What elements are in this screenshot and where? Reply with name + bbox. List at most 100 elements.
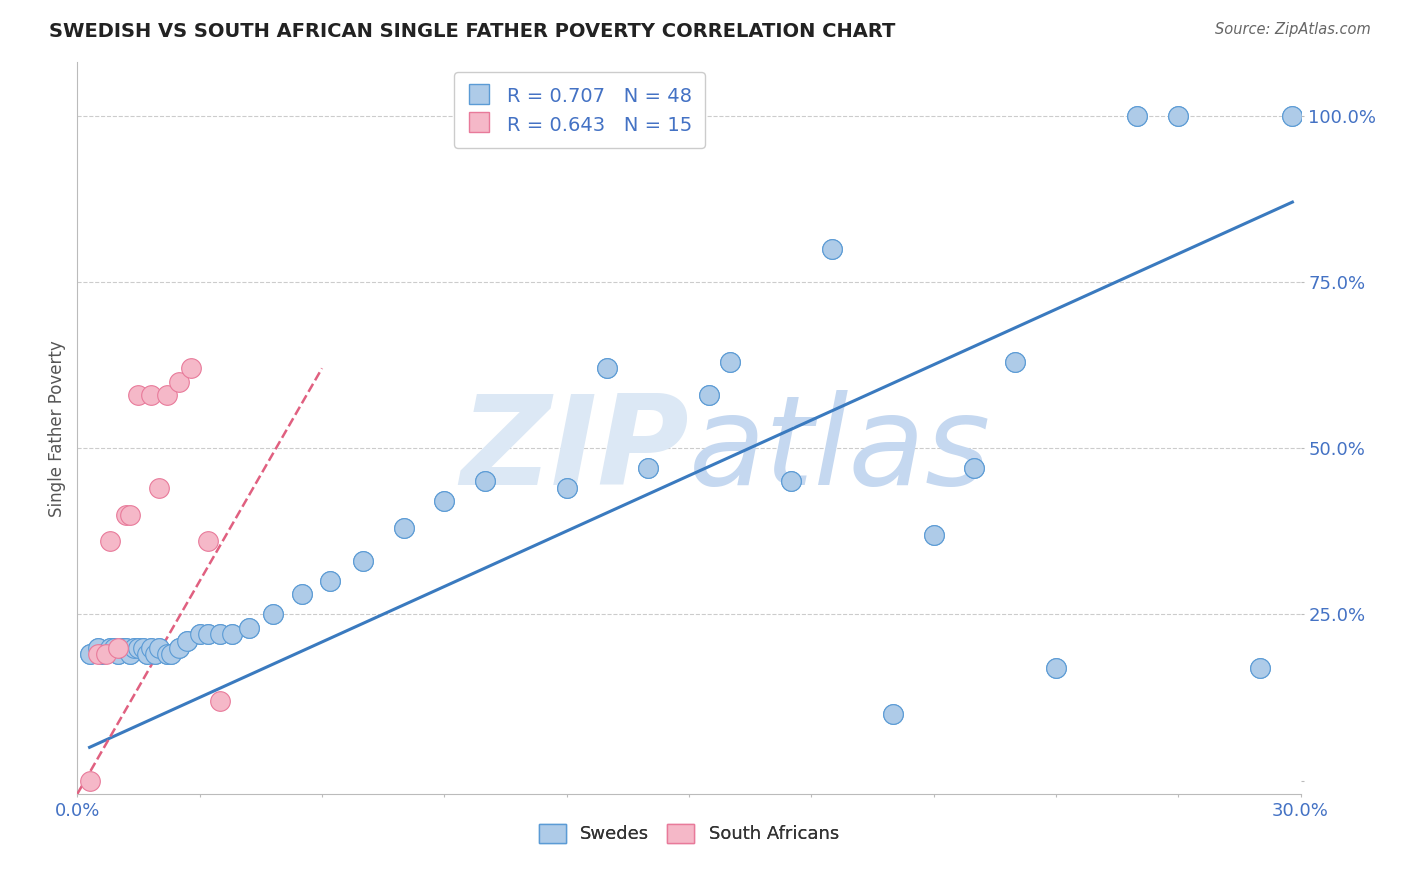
Point [107,647,129,661]
Point [169,640,191,655]
Point [238,621,260,635]
Point [596,361,619,376]
Point [821,242,844,256]
Point [779,475,801,489]
Point [392,521,415,535]
Point [1167,109,1189,123]
Point [120,647,142,661]
Point [156,647,179,661]
Point [148,481,170,495]
Point [98,640,121,655]
Point [197,627,219,641]
Point [208,627,231,641]
Point [120,647,142,661]
Point [596,361,619,376]
Point [127,388,149,402]
Point [221,627,243,641]
Point [103,640,125,655]
Point [127,640,149,655]
Point [148,640,170,655]
Point [922,527,945,541]
Point [1167,109,1189,123]
Point [433,494,456,508]
Point [79,647,101,661]
Point [1004,354,1026,368]
Point [148,640,170,655]
Point [1004,354,1026,368]
Point [120,508,142,522]
Point [115,640,138,655]
Text: ZIP: ZIP [460,390,689,510]
Point [139,640,162,655]
Point [637,461,659,475]
Point [115,640,138,655]
Point [1126,109,1149,123]
Point [124,640,146,655]
Point [156,388,179,402]
Point [139,388,162,402]
Point [79,773,101,788]
Point [1249,660,1271,674]
Point [135,647,157,661]
Point [103,640,125,655]
Point [208,627,231,641]
Point [262,607,284,622]
Point [169,375,191,389]
Point [160,647,183,661]
Point [107,640,129,655]
Point [1281,109,1303,123]
Point [197,627,219,641]
Point [90,647,112,661]
Point [963,461,986,475]
Point [1281,109,1303,123]
Point [882,707,904,722]
Point [1126,109,1149,123]
Point [474,475,496,489]
Point [963,461,986,475]
Point [555,481,578,495]
Point [779,475,801,489]
Point [197,534,219,549]
Point [352,554,374,568]
Text: SWEDISH VS SOUTH AFRICAN SINGLE FATHER POVERTY CORRELATION CHART: SWEDISH VS SOUTH AFRICAN SINGLE FATHER P… [49,22,896,41]
Point [127,640,149,655]
Point [718,354,741,368]
Text: Source: ZipAtlas.com: Source: ZipAtlas.com [1215,22,1371,37]
Point [98,534,121,549]
Point [143,647,166,661]
Point [882,707,904,722]
Point [821,242,844,256]
Point [98,640,121,655]
Point [131,640,153,655]
Point [1249,660,1271,674]
Point [392,521,415,535]
Point [221,627,243,641]
Point [135,647,157,661]
Point [555,481,578,495]
Point [87,647,110,661]
Point [111,640,134,655]
Text: atlas: atlas [689,390,991,510]
Point [262,607,284,622]
Point [474,475,496,489]
Point [169,640,191,655]
Point [87,640,110,655]
Point [290,587,312,601]
Point [637,461,659,475]
Point [79,647,101,661]
Point [124,640,146,655]
Point [143,647,166,661]
Point [94,647,117,661]
Y-axis label: Single Father Poverty: Single Father Poverty [48,340,66,516]
Point [115,508,138,522]
Point [160,647,183,661]
Point [176,634,198,648]
Point [188,627,211,641]
Point [107,647,129,661]
Point [433,494,456,508]
Point [180,361,202,376]
Point [699,388,721,402]
Point [290,587,312,601]
Point [718,354,741,368]
Point [131,640,153,655]
